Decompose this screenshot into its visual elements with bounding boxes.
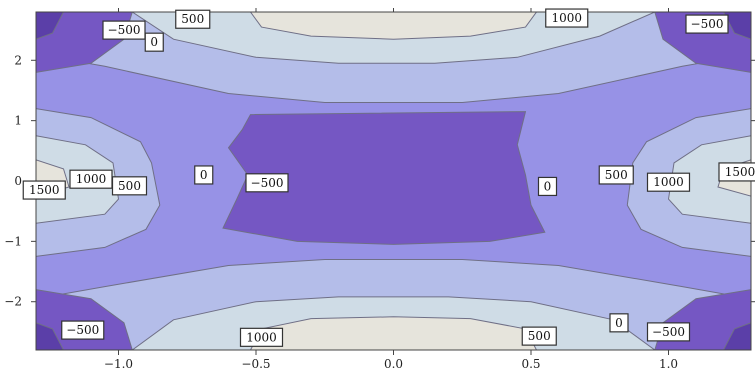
contour-label-box <box>598 165 634 185</box>
contour-labels: −500 0 500 1000 −500 1000 1500 500 0 −500 0 500 1000… <box>22 8 755 347</box>
contour-label-box <box>111 176 148 196</box>
contour-label-box <box>646 322 691 342</box>
contour-label: 500 <box>521 326 557 346</box>
contour-label-text: 1000 <box>653 175 684 189</box>
contour-label: 1000 <box>239 327 284 347</box>
region-above-1500-bottom <box>249 316 538 350</box>
region-central-negative <box>222 111 546 245</box>
x-tick-label: 1.0 <box>659 357 678 371</box>
contour-label: −500 <box>245 173 289 193</box>
x-tick-label: 0.5 <box>521 357 540 371</box>
contour-label-text: 1500 <box>29 183 60 197</box>
contour-label-text: 1500 <box>725 165 755 179</box>
contour-label-text: 0 <box>150 35 158 49</box>
contour-label-text: 500 <box>605 168 628 182</box>
contour-label-box <box>245 173 289 193</box>
x-tick-label: −0.5 <box>241 357 270 371</box>
y-tick-label: 1 <box>14 114 22 128</box>
contour-label: 1000 <box>646 172 691 192</box>
contour-label-box <box>22 180 66 200</box>
contour-label-text: 500 <box>118 179 141 193</box>
contour-label-text: 500 <box>181 12 204 26</box>
contour-label-box <box>609 313 629 333</box>
region-neg-bottomleft <box>36 289 133 350</box>
region-below-neg500-topleft <box>36 12 65 40</box>
contour-label: 0 <box>144 32 164 52</box>
contour-label-box <box>239 327 284 347</box>
contour-label-text: −500 <box>652 325 685 339</box>
contour-label-box <box>521 326 557 346</box>
contour-label: −500 <box>102 20 146 40</box>
contour-label: −500 <box>61 320 105 340</box>
contour-label-box <box>144 32 164 52</box>
contour-label: −500 <box>646 322 691 342</box>
contour-label: 1500 <box>22 180 66 200</box>
contour-label-box <box>545 8 589 28</box>
contour-label: 1000 <box>69 169 113 189</box>
contour-label-text: −500 <box>251 176 284 190</box>
contour-label-text: 0 <box>615 316 623 330</box>
x-tick-label: −1.0 <box>104 357 133 371</box>
y-tick-label: −2 <box>4 295 22 309</box>
contour-label: 0 <box>537 176 558 197</box>
contour-label-box <box>537 176 558 197</box>
contour-label-text: 1000 <box>246 330 277 344</box>
contour-label: 0 <box>194 165 214 185</box>
y-tick-label: 0 <box>14 174 22 188</box>
contour-label-text: 1000 <box>551 11 582 25</box>
contour-label-box <box>194 165 214 185</box>
y-tick-label: −1 <box>4 234 22 248</box>
axis-ticks: −1.0 −0.5 0.0 0.5 1.0 −2 −1 0 1 2 <box>4 8 755 371</box>
region-above-1500-top <box>249 12 538 40</box>
contour-label-box <box>685 14 729 34</box>
region-below-neg500-topright <box>722 12 751 40</box>
contour-label-text: 0 <box>544 179 552 193</box>
contour-label-text: 0 <box>200 168 208 182</box>
contour-label: 500 <box>175 9 211 29</box>
x-tick-label: 0.0 <box>384 357 403 371</box>
contour-label-box <box>646 172 691 192</box>
contour-label: 500 <box>598 165 634 185</box>
contour-label: 1500 <box>718 162 755 182</box>
contour-label-text: −500 <box>108 23 141 37</box>
contour-label-box <box>102 20 146 40</box>
contour-label: 1000 <box>545 8 589 28</box>
region-1000-to-1500-right <box>667 135 751 224</box>
y-tick-label: 2 <box>14 53 22 67</box>
region-below-neg500-bottomleft <box>36 322 65 350</box>
contour-label-text: −500 <box>66 323 99 337</box>
contour-label-box <box>61 320 105 340</box>
region-below-neg500-bottomright <box>722 322 751 350</box>
contour-label-text: 1000 <box>76 172 107 186</box>
contour-label-box <box>175 9 211 29</box>
contour-label: −500 <box>685 14 729 34</box>
contour-label-text: −500 <box>691 17 724 31</box>
contour-label: 500 <box>111 176 148 196</box>
contour-label-text: 500 <box>528 329 551 343</box>
contour-label-box <box>718 162 755 182</box>
contour-label: 0 <box>609 313 629 333</box>
